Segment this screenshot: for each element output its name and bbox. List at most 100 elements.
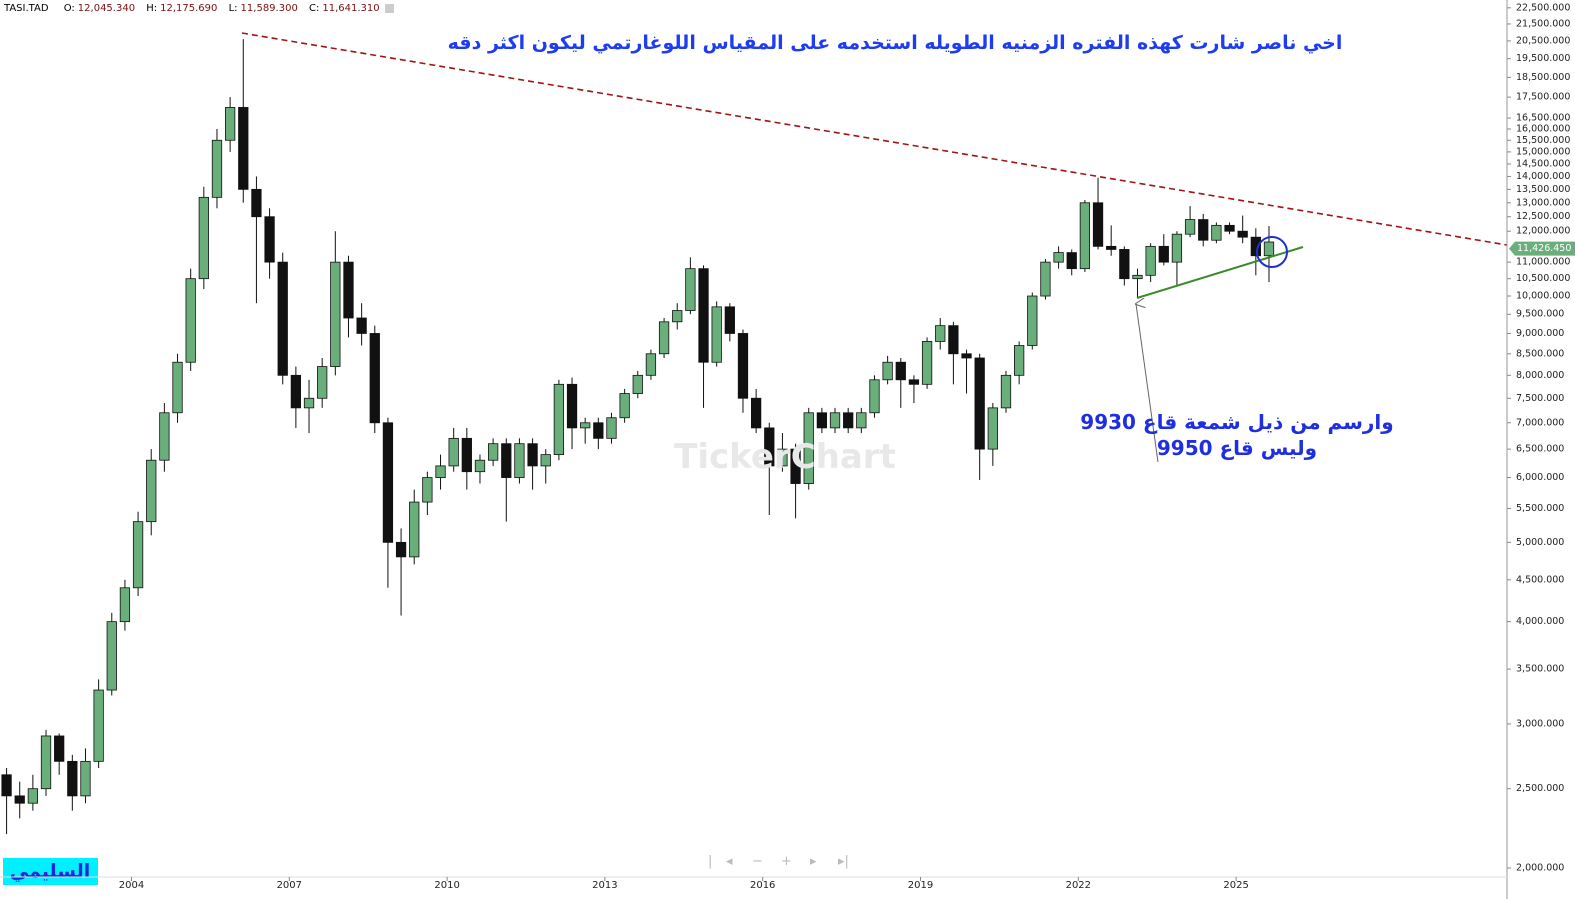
- y-tick-label: 2,500.000: [1516, 783, 1564, 794]
- candle-body: [119, 587, 131, 623]
- candle-body: [461, 437, 472, 473]
- signature: السليمي: [10, 861, 90, 883]
- candle-body: [1013, 345, 1025, 376]
- y-tick-label: 5,000.000: [1516, 537, 1564, 548]
- candle-body: [1027, 295, 1038, 346]
- y-tick-label: 2,000.000: [1516, 863, 1564, 874]
- y-tick-label: 12,500.000: [1516, 211, 1570, 222]
- title: اخي ناصر شارت كهذه الفتره الزمنيه الطويل…: [448, 32, 1343, 54]
- candle-body: [1066, 252, 1077, 270]
- candle-body: [1053, 252, 1064, 263]
- trend-line[interactable]: [241, 32, 1508, 246]
- arrow[interactable]: [1136, 304, 1159, 463]
- x-tick-label: 2010: [434, 880, 459, 891]
- candle-body: [698, 268, 709, 363]
- svg-text:−: −: [752, 854, 763, 869]
- y-tick-label: 11,000.000: [1516, 257, 1570, 268]
- candle-body: [1145, 245, 1156, 276]
- y-tick-label: 4,500.000: [1516, 574, 1564, 585]
- y-tick-label: 5,500.000: [1516, 503, 1564, 514]
- candle-body: [1132, 274, 1143, 280]
- candle-body: [1000, 374, 1012, 409]
- y-tick-label: 13,000.000: [1516, 197, 1570, 208]
- candle-body: [501, 443, 512, 478]
- nav-controls[interactable]: | ◂ − + ▸ ▸|: [708, 854, 849, 869]
- candle-body: [422, 477, 433, 503]
- candle-body: [685, 268, 696, 311]
- candle-body: [356, 317, 367, 334]
- candle-body: [750, 397, 762, 429]
- value: 11,589.300: [240, 3, 298, 14]
- x-tick-label: 2007: [277, 880, 302, 891]
- candle-body: [40, 735, 52, 790]
- candle-body: [540, 454, 551, 467]
- y-tick-label: 16,500.000: [1516, 113, 1570, 124]
- x-tick-label: 2013: [592, 880, 617, 891]
- value: 12,045.340: [77, 3, 136, 14]
- candle-body: [132, 521, 144, 589]
- y-tick-label: 3,500.000: [1516, 664, 1564, 675]
- quote-header: TASI.TAD O: 12,045.340 H: 12,175.690 L: 11,…: [4, 3, 394, 14]
- candle-body: [1171, 233, 1183, 263]
- candle-body: [343, 261, 354, 319]
- y-tick-label: 14,000.000: [1516, 171, 1570, 182]
- candle-body: [737, 333, 749, 399]
- candle-body: [146, 459, 157, 523]
- candle-body: [382, 422, 394, 543]
- menu-button[interactable]: [384, 3, 394, 13]
- candle-body: [1237, 230, 1248, 238]
- y-tick-label: 8,500.000: [1516, 348, 1564, 359]
- candle-body: [843, 412, 854, 429]
- y-tick-label: 6,500.000: [1516, 444, 1564, 455]
- candle-body: [67, 760, 78, 797]
- candle-body: [1263, 241, 1275, 257]
- candle-body: [514, 443, 525, 478]
- candle-body: [711, 306, 722, 363]
- x-tick-label: 2025: [1223, 880, 1248, 891]
- candle-body: [790, 448, 801, 484]
- y-tick-label: 9,500.000: [1516, 309, 1564, 320]
- y-tick-label: 10,000.000: [1516, 291, 1570, 302]
- candle-body: [816, 412, 828, 429]
- candle-body: [606, 417, 617, 439]
- candle-body: [251, 188, 262, 218]
- symbol: TASI.TAD: [4, 3, 49, 14]
- candle-body: [593, 422, 604, 439]
- candle-body: [106, 621, 117, 691]
- highlight-circle[interactable]: [1256, 236, 1288, 268]
- candle-body: [764, 427, 775, 467]
- y-tick-label: 22,500.000: [1516, 2, 1570, 13]
- candle-body: [987, 407, 998, 450]
- candle-body: [211, 139, 223, 198]
- y-tick-label: 17,500.000: [1516, 92, 1570, 103]
- y-tick-label: 21,500.000: [1516, 18, 1570, 29]
- candle-body: [580, 422, 591, 429]
- candle-body: [395, 541, 407, 558]
- plot-area: [1, 39, 1275, 835]
- candle-body: [1224, 224, 1235, 232]
- y-tick-label: 7,000.000: [1516, 417, 1564, 428]
- candle-body: [198, 196, 209, 280]
- y-tick-label: 9,000.000: [1516, 328, 1564, 339]
- candle-body: [264, 216, 275, 263]
- support-line[interactable]: [1136, 246, 1304, 299]
- candle-body: [1079, 202, 1091, 270]
- candle-body: [895, 361, 906, 381]
- candle-body: [330, 261, 341, 367]
- candle-body: [527, 443, 538, 467]
- y-tick-label: 14,500.000: [1516, 158, 1570, 169]
- candle-body: [435, 465, 446, 478]
- svg-text:▸|: ▸|: [838, 854, 849, 869]
- candle-body: [1184, 219, 1196, 235]
- candle-body: [369, 333, 380, 424]
- candle-body: [948, 325, 959, 355]
- candle-body: [553, 383, 565, 456]
- candle-body: [159, 412, 170, 461]
- candle-body: [974, 357, 985, 450]
- candle-body: [1119, 249, 1130, 280]
- x-tick-label: 2022: [1066, 880, 1091, 891]
- candle-body: [961, 353, 972, 359]
- svg-text:▸: ▸: [810, 854, 817, 869]
- label: L:: [228, 3, 238, 14]
- label: C:: [309, 3, 320, 14]
